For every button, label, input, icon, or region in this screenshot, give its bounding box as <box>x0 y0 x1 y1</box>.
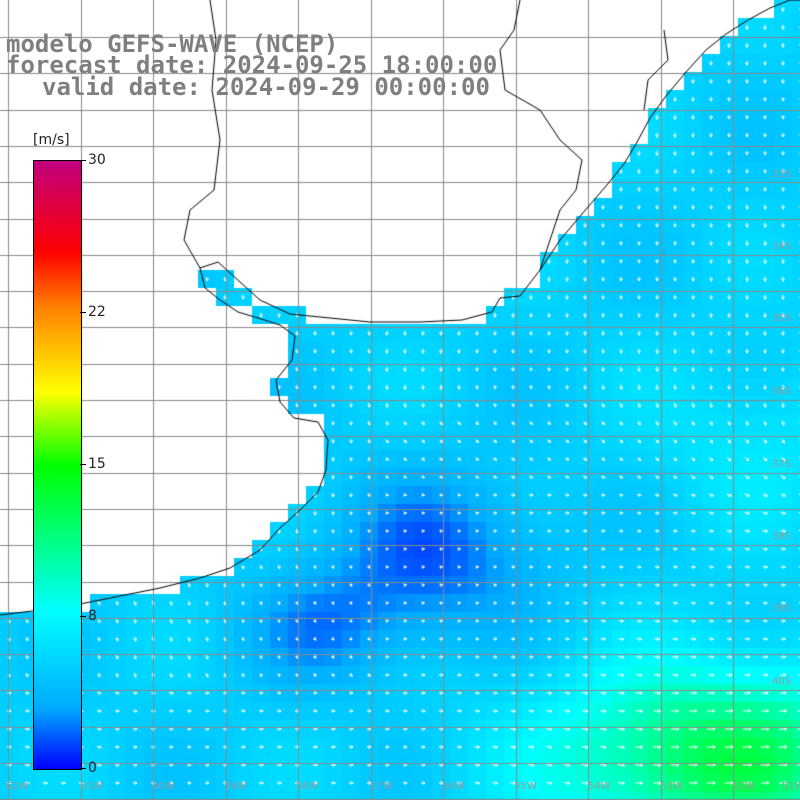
lat-label: 40S <box>772 676 792 687</box>
lon-label: 60W <box>152 781 175 792</box>
colorbar-tick-label: 30 <box>88 152 106 168</box>
colorbar-tick <box>80 312 86 313</box>
lat-label: 34S <box>772 241 792 252</box>
lon-label: 52W <box>732 781 755 792</box>
lon-label: 53W <box>660 781 683 792</box>
lon-label: 62W <box>6 781 29 792</box>
lat-label: 39S <box>772 603 792 614</box>
colorbar-gradient <box>33 160 82 770</box>
lon-label: 59W <box>224 781 247 792</box>
colorbar-tick-label: 0 <box>88 760 97 776</box>
valid-date: valid date: 2024-09-29 00:00:00 <box>42 73 490 101</box>
lon-label: 56W <box>442 781 465 792</box>
lon-label: 55W <box>514 781 537 792</box>
forecast-date: forecast date: 2024-09-25 18:00:00 <box>6 51 498 79</box>
colorbar-tick <box>80 768 86 769</box>
lat-label: 36S <box>772 386 792 397</box>
model-title: modelo GEFS-WAVE (NCEP) <box>6 30 339 58</box>
lon-label: 51W <box>782 781 800 792</box>
colorbar-tick-label: 22 <box>88 304 106 320</box>
lon-label: 54W <box>588 781 611 792</box>
lat-label: 35S <box>772 313 792 324</box>
colorbar-tick <box>80 464 86 465</box>
colorbar-tick <box>80 160 86 161</box>
lat-label: 38S <box>772 531 792 542</box>
lon-label: 61W <box>80 781 103 792</box>
lon-label: 57W <box>370 781 393 792</box>
lon-label: 58W <box>296 781 319 792</box>
colorbar-unit: [m/s] <box>33 132 70 148</box>
lat-label: 33S <box>772 169 792 180</box>
colorbar-tick-label: 8 <box>88 608 97 624</box>
colorbar-tick-label: 15 <box>88 456 106 472</box>
colorbar-tick <box>80 616 86 617</box>
lat-label: 37S <box>772 459 792 470</box>
